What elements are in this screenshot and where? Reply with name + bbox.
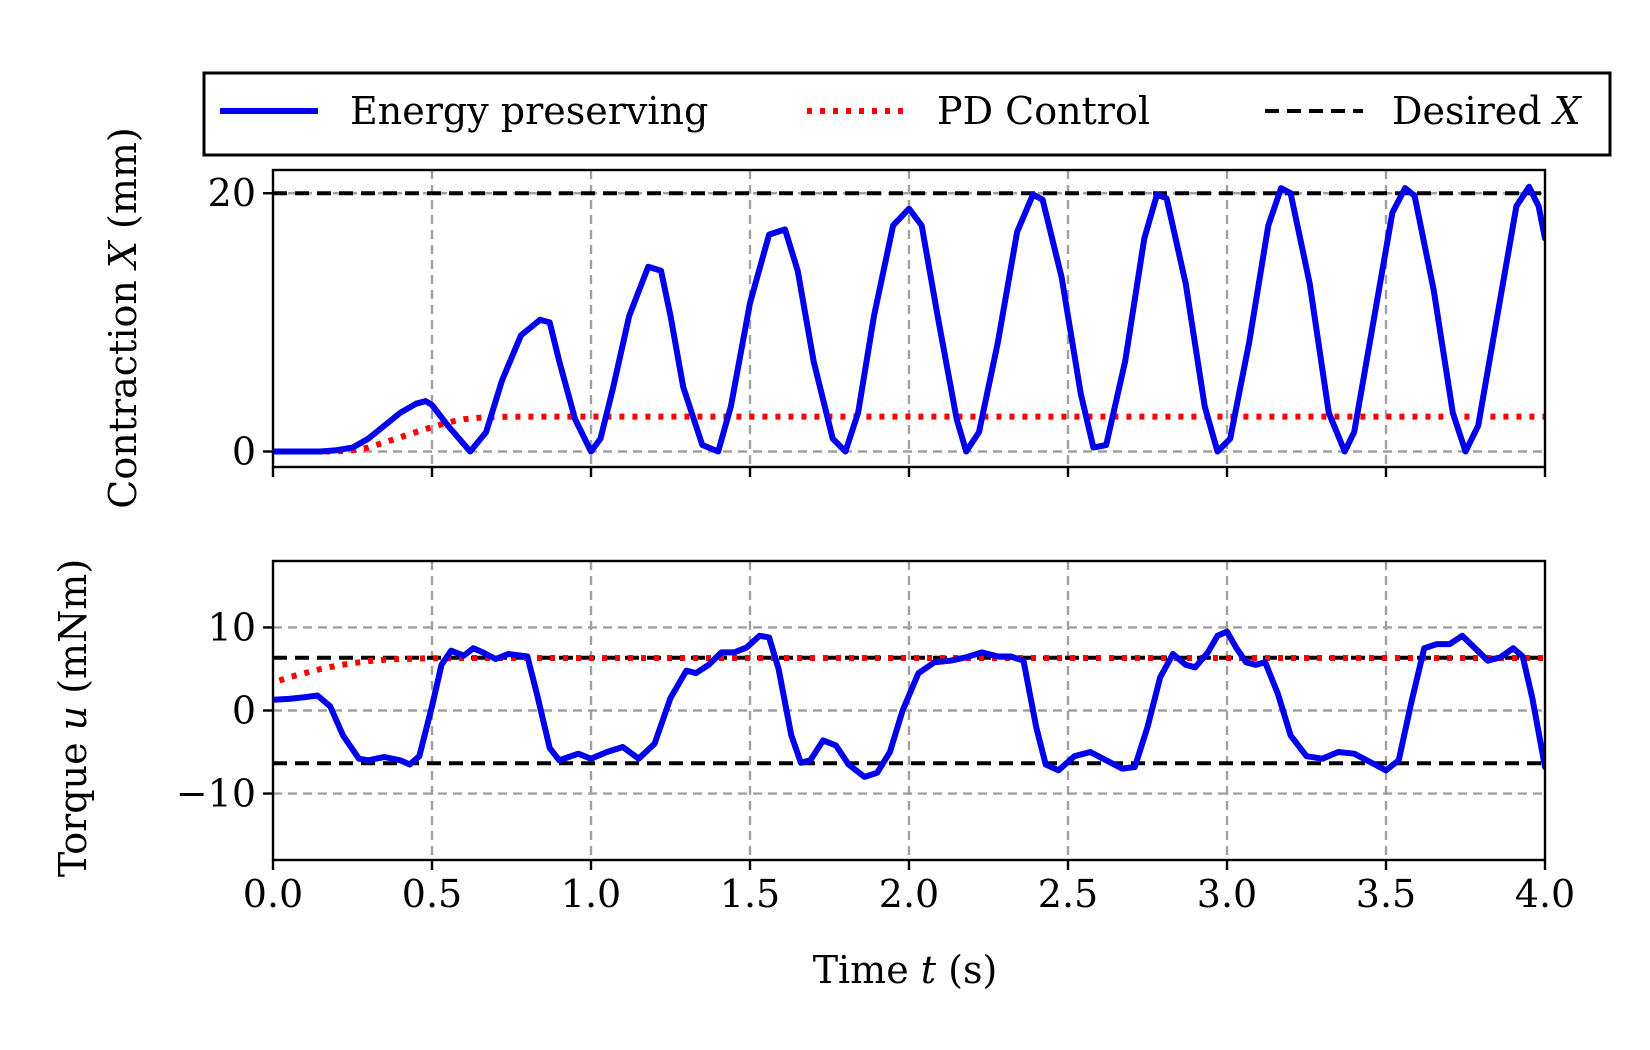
- xtick-label-torque: 0.5: [402, 872, 462, 916]
- xtick-label-torque: 0.0: [243, 872, 303, 916]
- panel-torque: 0.0 0.5 1.0 1.5 2.0 2.5 3.0 3.5 4.0 −10 0 10: [176, 559, 1575, 916]
- ytick-label-contraction: 20: [208, 171, 256, 215]
- legend-frame: [202, 71, 1612, 157]
- xlabel-time-unit: (s): [936, 948, 997, 992]
- series-line-pd-control-torque: [278, 655, 1545, 684]
- panel-contraction: 0 20: [208, 168, 1547, 477]
- xtick-label-torque: 3.5: [1356, 872, 1416, 916]
- xtick-label-torque: 1.0: [561, 872, 621, 916]
- xtick-label-torque: 2.0: [879, 872, 939, 916]
- plot-area-torque: [273, 628, 1545, 780]
- ylabel-contraction-var: X: [101, 239, 145, 271]
- ylabel-contraction-unit: (mm): [101, 127, 145, 241]
- legend-label-desired-x: Desired X: [1392, 89, 1583, 133]
- ytick-label-torque: −10: [176, 772, 256, 816]
- legend-label-desired-x-text: Desired: [1392, 89, 1554, 133]
- xtick-label-torque: 1.5: [720, 872, 780, 916]
- xlabel-time-var: t: [921, 948, 937, 992]
- ylabel-torque-text: Torque: [51, 730, 95, 877]
- series-line-pd-control-contraction: [273, 413, 1545, 455]
- xlabel-time: Time t (s): [813, 948, 998, 992]
- xtick-label-torque: 2.5: [1038, 872, 1098, 916]
- ytick-label-contraction: 0: [232, 430, 256, 474]
- ylabel-torque-unit: (mNm): [51, 559, 95, 706]
- ylabel-contraction: Contraction X (mm): [101, 127, 145, 509]
- ylabel-contraction-text: Contraction: [101, 268, 145, 509]
- legend-label-pd-control: PD Control: [937, 89, 1150, 133]
- legend: Energy preserving PD Control Desired X: [202, 71, 1612, 157]
- xtick-label-torque: 3.0: [1197, 872, 1257, 916]
- plot-area-contraction: [273, 183, 1545, 455]
- series-line-energy-preserving-torque: [273, 628, 1545, 780]
- ylabel-torque: Torque u (mNm): [51, 559, 95, 877]
- xtick-label-torque: 4.0: [1515, 872, 1575, 916]
- xlabel-time-text: Time: [813, 948, 921, 992]
- legend-label-desired-x-var: X: [1551, 89, 1583, 133]
- ytick-label-torque: 10: [208, 605, 256, 649]
- series-line-energy-preserving-contraction: [273, 183, 1545, 455]
- legend-label-energy-preserving: Energy preserving: [350, 89, 708, 133]
- ytick-label-torque: 0: [232, 689, 256, 733]
- ylabel-torque-var: u: [51, 706, 95, 730]
